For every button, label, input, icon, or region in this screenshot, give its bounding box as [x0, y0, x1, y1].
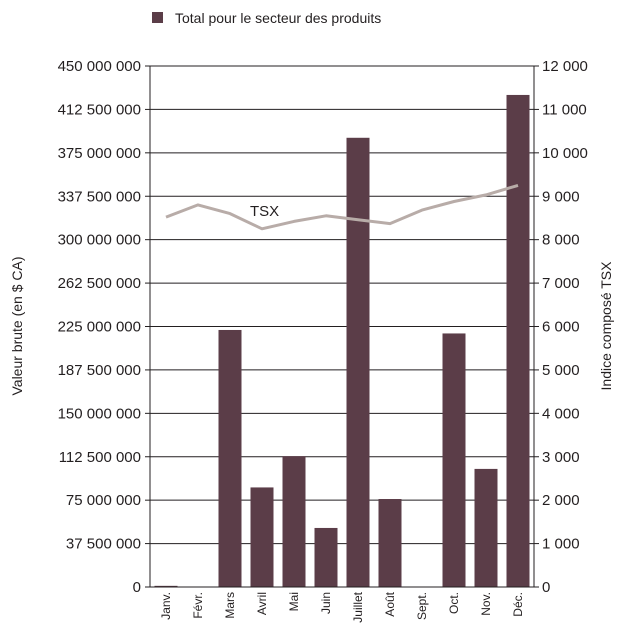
left-tick-label: 187 500 000: [58, 362, 141, 379]
category-label: Mai: [287, 592, 301, 611]
bar: [442, 333, 466, 587]
right-tick-label: 9 000: [542, 188, 580, 205]
right-tick-label: 3 000: [542, 449, 580, 466]
category-label: Sept.: [415, 592, 429, 620]
left-tick-label: 262 500 000: [58, 275, 141, 292]
left-tick-label: 37 500 000: [66, 536, 141, 553]
legend-swatch: [152, 12, 163, 23]
category-label: Févr.: [191, 592, 205, 619]
right-tick-label: 0: [542, 579, 550, 596]
bars: [154, 94, 530, 587]
category-labels: Janv. Févr. Mars Avril Mai Juin Juillet Août Sep…: [159, 591, 525, 622]
bar: [154, 585, 178, 587]
left-tick-label: 337 500 000: [58, 188, 141, 205]
left-tick-label: 75 000 000: [66, 492, 141, 509]
right-tick-label: 5 000: [542, 362, 580, 379]
right-tick-label: 2 000: [542, 492, 580, 509]
right-tick-label: 8 000: [542, 232, 580, 249]
left-tick-label: 300 000 000: [58, 232, 141, 249]
category-label: Oct.: [447, 592, 461, 614]
bar: [474, 468, 498, 587]
left-tick-labels: 0 37 500 000 75 000 000 112 500 000 150 000 …: [58, 58, 141, 596]
right-tick-label: 4 000: [542, 405, 580, 422]
category-label: Juillet: [351, 591, 365, 622]
left-axis-title: Valeur brute (en $ CA): [9, 256, 25, 395]
category-label: Janv.: [159, 592, 173, 620]
bar: [218, 329, 242, 587]
right-tick-label: 6 000: [542, 319, 580, 336]
tsx-series-line: [165, 183, 519, 231]
right-tick-labels: 0 1 000 2 000 3 000 4 000 5 000 6 000 7 000 8 00…: [542, 58, 588, 596]
bar: [378, 499, 402, 587]
left-tick-label: 450 000 000: [58, 58, 141, 75]
right-tick-label: 7 000: [542, 275, 580, 292]
right-tick-label: 1 000: [542, 536, 580, 553]
right-tick-label: 12 000: [542, 58, 588, 75]
category-label: Août: [383, 591, 397, 616]
bar: [346, 137, 370, 587]
tsx-line: [165, 183, 519, 231]
category-label: Avril: [255, 592, 269, 615]
right-axis-title: Indice composé TSX: [598, 261, 614, 391]
legend-label: Total pour le secteur des produits: [175, 10, 381, 26]
left-tick-label: 412 500 000: [58, 101, 141, 118]
category-label: Mars: [223, 592, 237, 619]
category-label: Juin: [319, 592, 333, 614]
left-tick-label: 112 500 000: [59, 449, 141, 466]
axes: [145, 65, 539, 588]
bar: [282, 456, 306, 587]
left-tick-label: 375 000 000: [58, 145, 141, 162]
left-tick-label: 150 000 000: [58, 405, 141, 422]
tsx-annotation: TSX: [250, 203, 279, 220]
bar: [506, 94, 530, 587]
left-tick-label: 0: [133, 579, 141, 596]
left-tick-label: 225 000 000: [58, 319, 141, 336]
bar: [314, 527, 338, 587]
category-label: Déc.: [511, 592, 525, 617]
gridlines: [150, 65, 534, 545]
right-tick-label: 11 000: [542, 101, 587, 118]
category-label: Nov.: [479, 592, 493, 616]
right-tick-label: 10 000: [542, 145, 588, 162]
bar: [250, 487, 274, 587]
